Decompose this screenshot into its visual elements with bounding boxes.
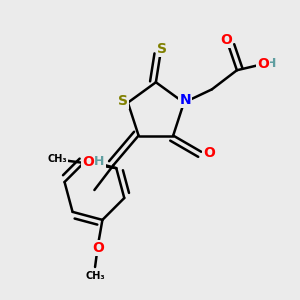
- Text: S: S: [118, 94, 128, 108]
- Text: H: H: [266, 57, 276, 70]
- Text: S: S: [157, 42, 167, 56]
- Text: O: O: [92, 241, 104, 255]
- Text: N: N: [180, 93, 191, 107]
- Text: CH₃: CH₃: [48, 154, 67, 164]
- Text: O: O: [220, 33, 232, 46]
- Text: CH₃: CH₃: [85, 271, 105, 281]
- Text: H: H: [94, 155, 105, 168]
- Text: O: O: [203, 146, 215, 160]
- Text: O: O: [82, 155, 94, 169]
- Text: O: O: [257, 57, 269, 71]
